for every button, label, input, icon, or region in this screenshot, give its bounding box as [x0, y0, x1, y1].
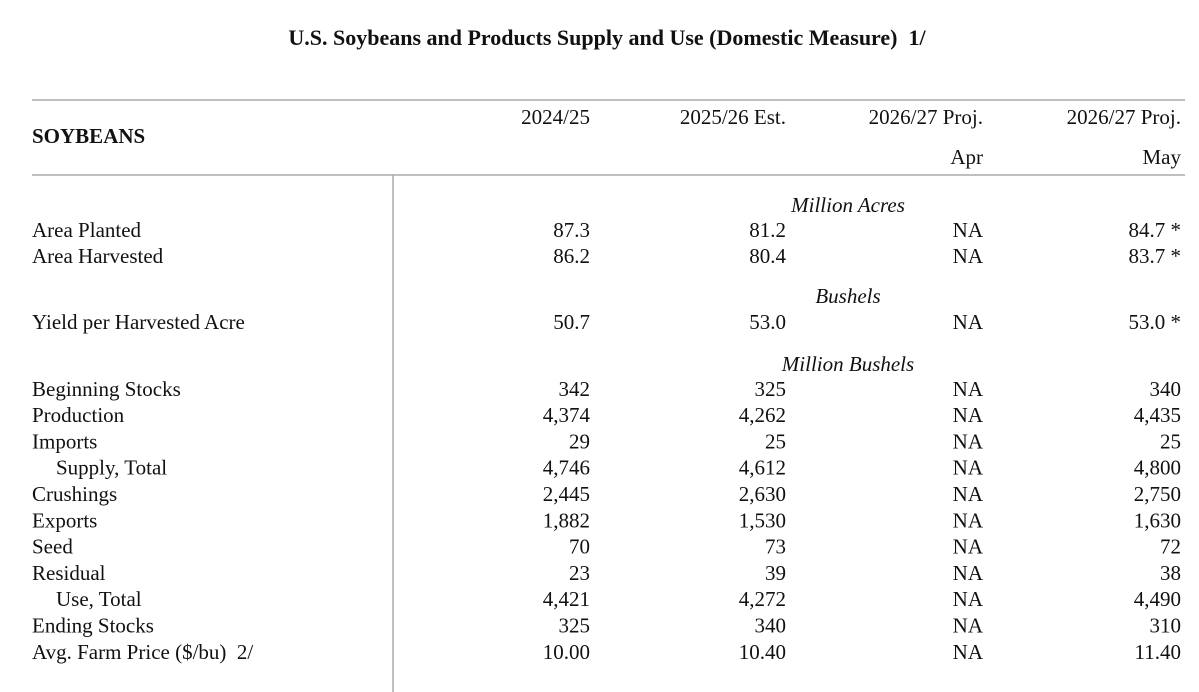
- cell-value: 2,750: [1134, 482, 1181, 506]
- cell-value: 325: [755, 377, 787, 401]
- column-subheader: Apr: [950, 145, 983, 169]
- cell-value: 325: [559, 614, 591, 638]
- column-header: 2026/27 Proj.: [1067, 105, 1181, 129]
- cell-value: 4,800: [1134, 456, 1181, 480]
- row-label: Use, Total: [56, 587, 142, 611]
- row-label: Ending Stocks: [32, 614, 154, 638]
- cell-value: 4,421: [543, 587, 590, 611]
- cell-value: 4,374: [543, 403, 591, 427]
- cell-value: 53.0 *: [1129, 310, 1182, 334]
- cell-value: 2,445: [543, 482, 590, 506]
- cell-value: 342: [559, 377, 591, 401]
- cell-value: NA: [953, 456, 984, 480]
- cell-value: 10.40: [739, 640, 786, 664]
- cell-value: 4,435: [1134, 403, 1181, 427]
- column-header: 2026/27 Proj.: [869, 105, 983, 129]
- row-label: Residual: [32, 561, 106, 585]
- row-label: Imports: [32, 429, 97, 453]
- cell-value: 39: [765, 561, 786, 585]
- cell-value: 25: [765, 429, 786, 453]
- cell-value: NA: [953, 640, 984, 664]
- cell-value: NA: [953, 429, 984, 453]
- cell-value: 340: [755, 614, 787, 638]
- cell-value: 4,612: [739, 456, 786, 480]
- cell-value: 4,262: [739, 403, 786, 427]
- cell-value: NA: [953, 218, 984, 242]
- cell-value: 81.2: [749, 218, 786, 242]
- cell-value: 84.7 *: [1129, 218, 1182, 242]
- row-label: Production: [32, 403, 125, 427]
- cell-value: 340: [1150, 377, 1182, 401]
- cell-value: 87.3: [553, 218, 590, 242]
- column-subheader: May: [1143, 145, 1182, 169]
- unit-label: Bushels: [815, 284, 880, 308]
- cell-value: 4,272: [739, 587, 786, 611]
- row-label: Area Planted: [32, 218, 142, 242]
- section-label: SOYBEANS: [32, 124, 145, 148]
- column-header: 2024/25: [521, 105, 590, 129]
- unit-label: Million Acres: [790, 193, 905, 217]
- cell-value: NA: [953, 377, 984, 401]
- cell-value: 2,630: [739, 482, 786, 506]
- cell-value: 50.7: [553, 310, 590, 334]
- cell-value: NA: [953, 508, 984, 532]
- cell-value: 38: [1160, 561, 1181, 585]
- cell-value: 53.0: [749, 310, 786, 334]
- cell-value: 10.00: [543, 640, 590, 664]
- cell-value: 72: [1160, 535, 1181, 559]
- cell-value: 70: [569, 535, 590, 559]
- cell-value: 73: [765, 535, 786, 559]
- row-label: Seed: [32, 535, 73, 559]
- cell-value: 83.7 *: [1129, 244, 1182, 268]
- cell-value: 1,530: [739, 508, 786, 532]
- row-label: Beginning Stocks: [32, 377, 181, 401]
- cell-value: 1,882: [543, 508, 590, 532]
- cell-value: NA: [953, 244, 984, 268]
- row-label: Crushings: [32, 482, 117, 506]
- cell-value: 80.4: [749, 244, 786, 268]
- cell-value: 11.40: [1135, 640, 1181, 664]
- row-label: Supply, Total: [56, 456, 167, 480]
- cell-value: 310: [1150, 614, 1182, 638]
- cell-value: NA: [953, 310, 984, 334]
- cell-value: 86.2: [553, 244, 590, 268]
- cell-value: NA: [953, 614, 984, 638]
- row-label: Yield per Harvested Acre: [32, 310, 245, 334]
- row-label: Exports: [32, 508, 97, 532]
- cell-value: NA: [953, 535, 984, 559]
- cell-value: NA: [953, 403, 984, 427]
- cell-value: 25: [1160, 429, 1181, 453]
- row-label: Area Harvested: [32, 244, 164, 268]
- cell-value: NA: [953, 561, 984, 585]
- cell-value: 1,630: [1134, 508, 1181, 532]
- column-header: 2025/26 Est.: [680, 105, 786, 129]
- cell-value: 23: [569, 561, 590, 585]
- cell-value: NA: [953, 587, 984, 611]
- cell-value: 4,746: [543, 456, 590, 480]
- row-label: Avg. Farm Price ($/bu) 2/: [32, 640, 253, 664]
- title: U.S. Soybeans and Products Supply and Us…: [288, 25, 926, 50]
- cell-value: 4,490: [1134, 587, 1181, 611]
- cell-value: NA: [953, 482, 984, 506]
- cell-value: 29: [569, 429, 590, 453]
- unit-label: Million Bushels: [781, 352, 914, 376]
